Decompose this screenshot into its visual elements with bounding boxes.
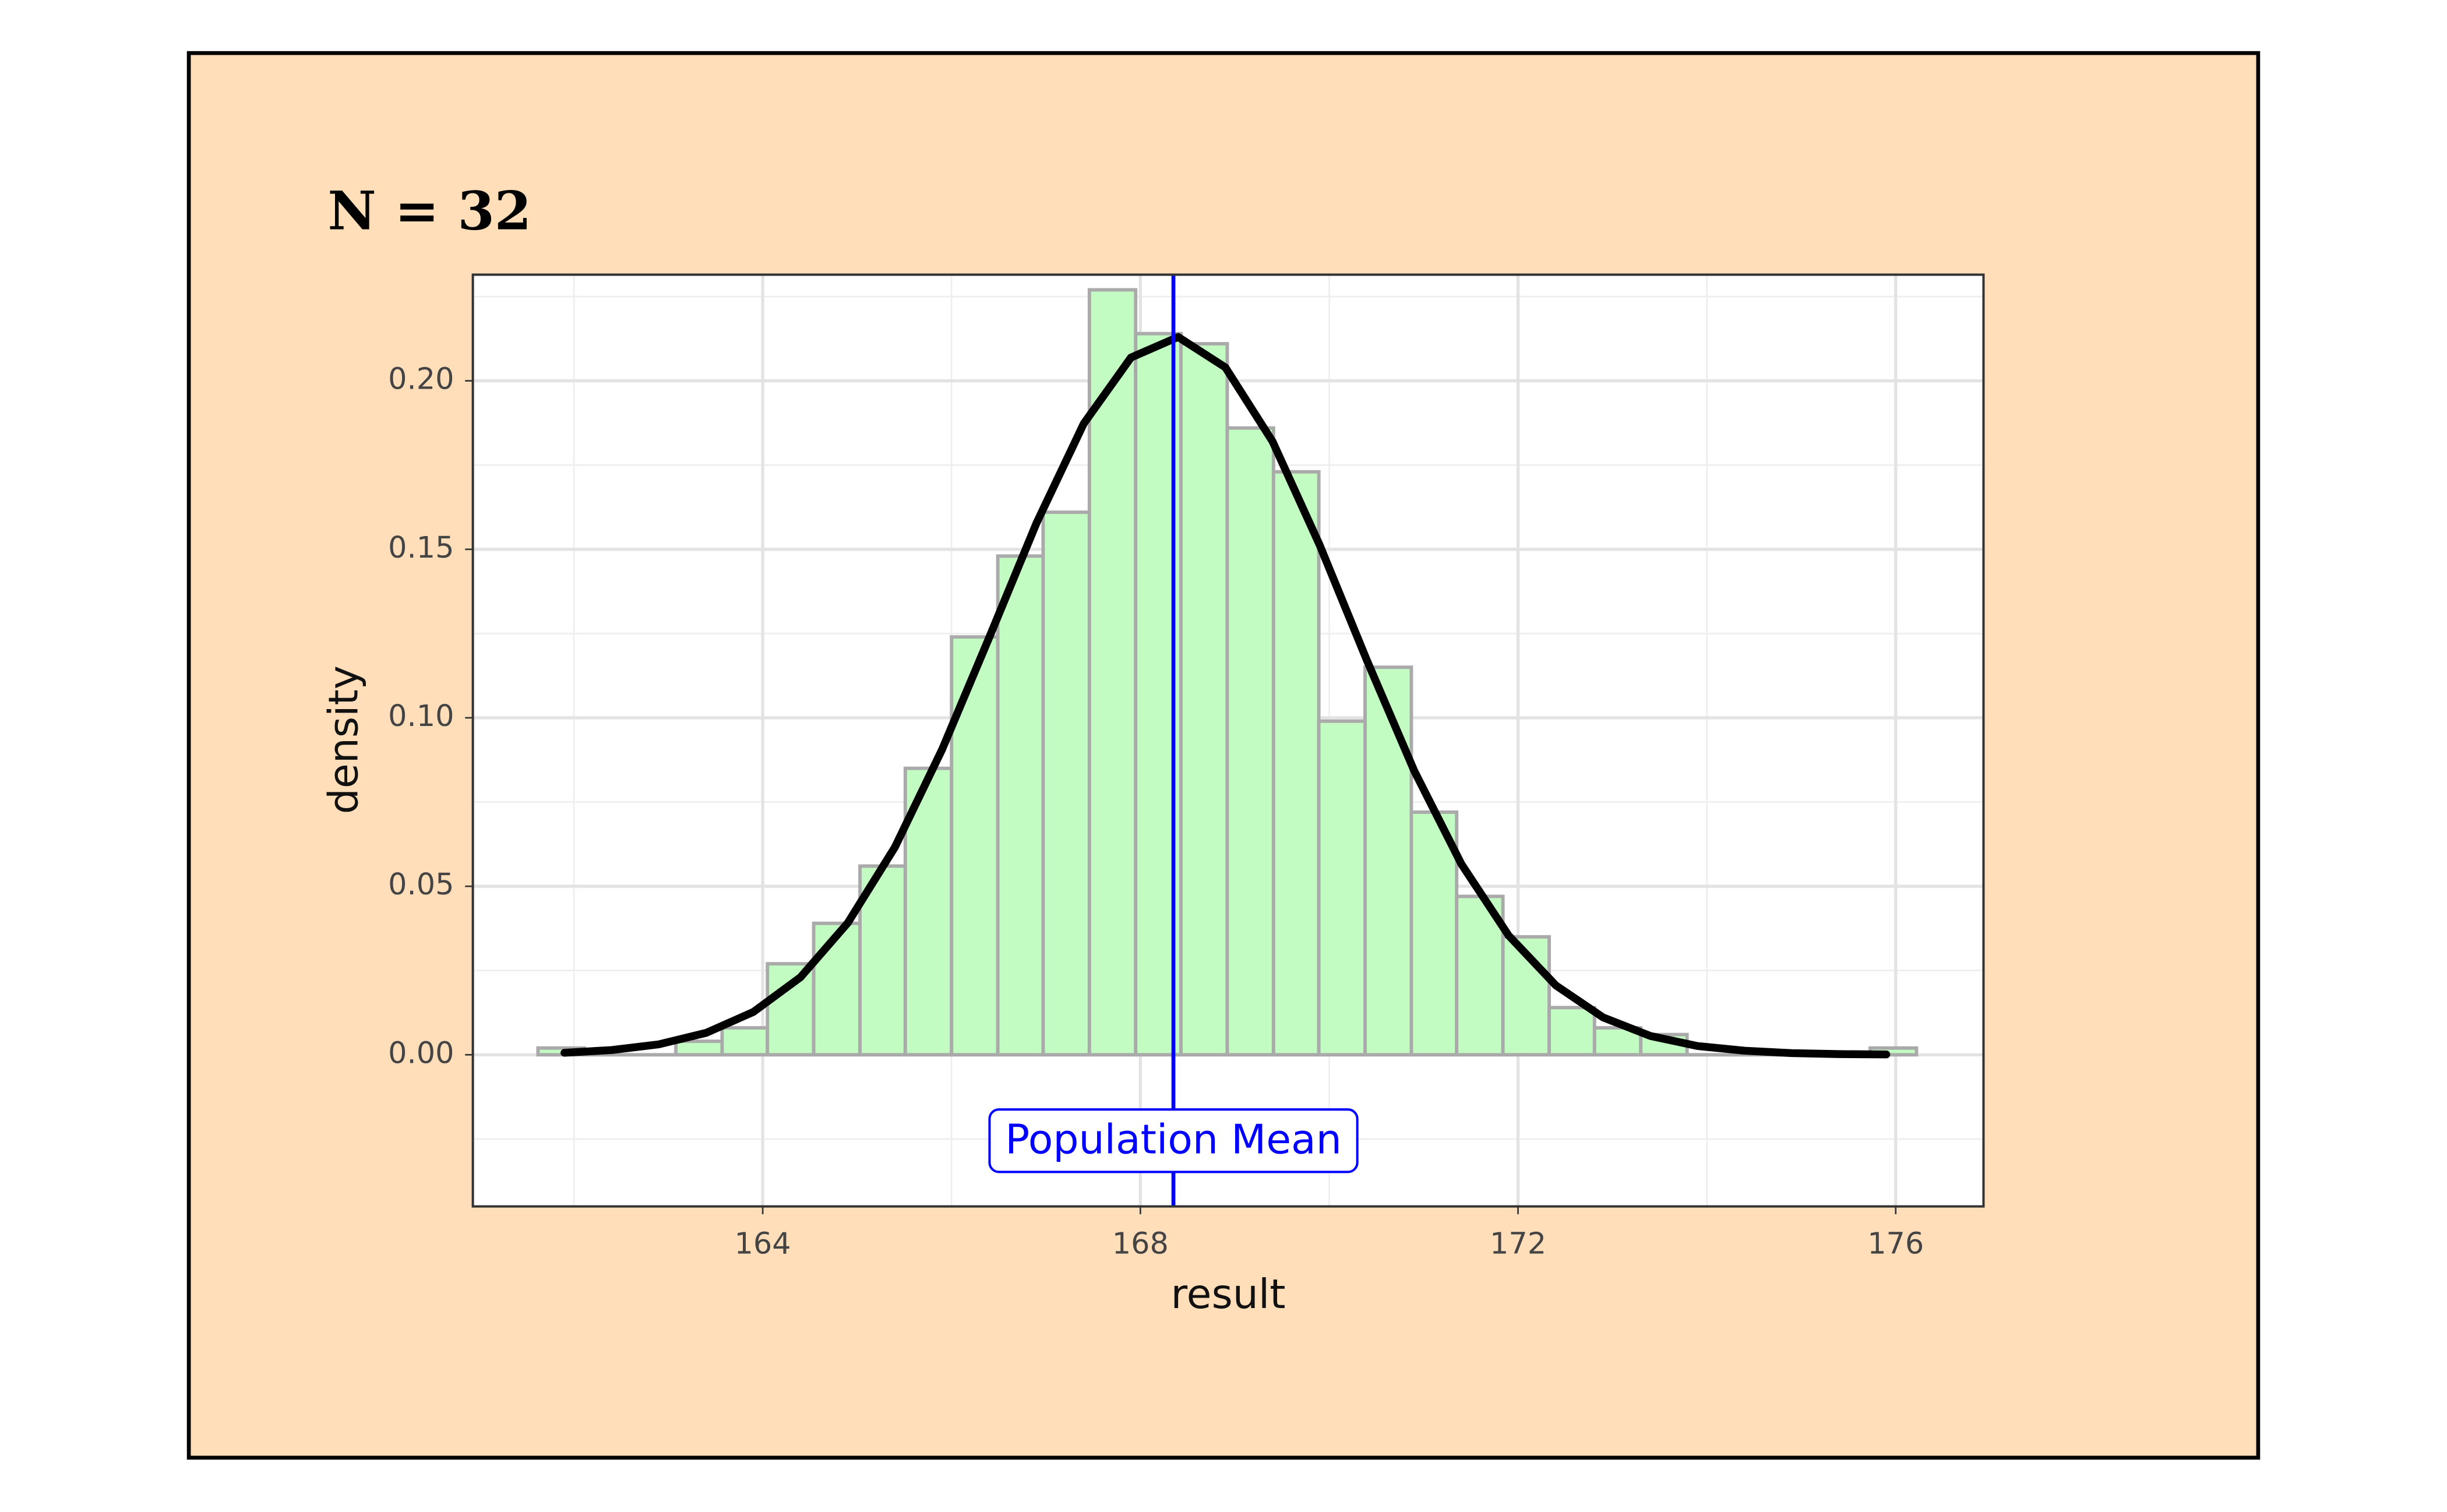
- y-tick-label: 0.00: [388, 1036, 454, 1070]
- histogram-bar: [1547, 1006, 1596, 1057]
- x-tick-label: 168: [1112, 1227, 1169, 1261]
- mean-label: Population Mean: [1005, 1116, 1342, 1163]
- density-curve: [560, 333, 1891, 1059]
- histogram-bar: [1041, 510, 1091, 1057]
- mean-label-box: [988, 1108, 1359, 1173]
- y-tick-label: 0.10: [388, 699, 454, 734]
- histogram-bar: [1225, 426, 1275, 1057]
- x-tick-label: 172: [1490, 1227, 1546, 1261]
- histogram-bar: [674, 1039, 724, 1057]
- histogram-bar: [812, 921, 862, 1057]
- y-axis-label: density: [320, 665, 368, 814]
- histogram-bar: [996, 554, 1045, 1057]
- histogram-bar: [1363, 665, 1413, 1057]
- histogram-bar: [1501, 935, 1551, 1057]
- histogram-bar: [1087, 288, 1138, 1057]
- histogram-bar: [1409, 810, 1459, 1057]
- y-tick-label: 0.15: [388, 531, 454, 565]
- x-axis-label: result: [1171, 1271, 1286, 1318]
- histogram-bar: [720, 1026, 770, 1057]
- y-tick-label: 0.20: [388, 362, 454, 397]
- y-tick-label: 0.05: [388, 868, 454, 902]
- histogram-bar: [1179, 342, 1229, 1057]
- x-tick-label: 164: [735, 1227, 791, 1261]
- histogram-bar: [1317, 719, 1367, 1057]
- chart-title: N = 32: [328, 179, 532, 242]
- histogram-bar: [950, 635, 1000, 1057]
- x-tick-label: 176: [1867, 1227, 1924, 1261]
- histogram-bar: [1271, 470, 1321, 1057]
- histogram-bar: [766, 962, 816, 1057]
- panel-border: [471, 273, 1985, 1208]
